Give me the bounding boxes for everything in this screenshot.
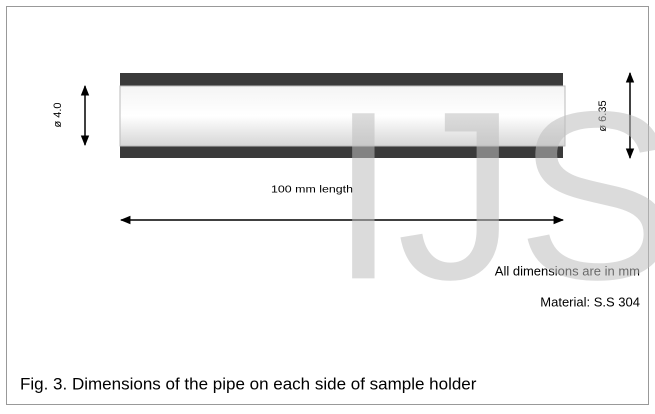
caption: Fig. 3. Dimensions of the pipe on each s… — [20, 374, 477, 393]
material-note: Material: S.S 304 — [540, 294, 640, 309]
inner-diameter-label: ø 4.0 — [52, 102, 64, 127]
watermark: IJS — [330, 61, 655, 329]
length-label: 100 mm length — [271, 185, 353, 196]
outer-diameter-label: ø 6.35 — [597, 100, 609, 131]
frame — [6, 6, 649, 405]
units-note: All dimensions are in mm — [495, 263, 640, 278]
pipe-inner — [119, 85, 566, 147]
